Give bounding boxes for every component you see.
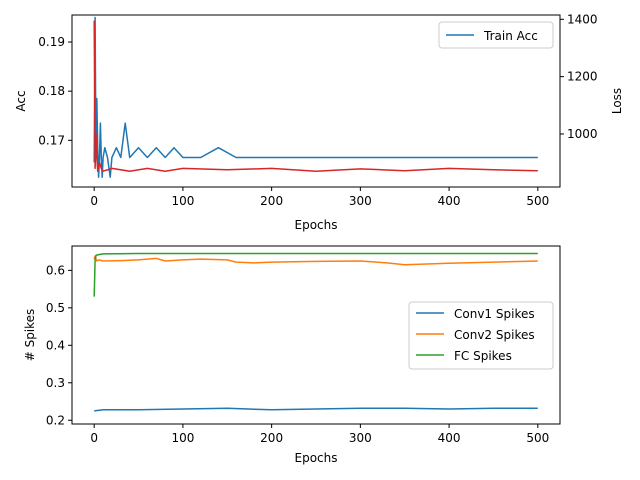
x-tick-label: 100 [171, 431, 194, 445]
y-tick-label: 0.19 [38, 35, 65, 49]
accuracy-loss-legend-box [438, 21, 554, 49]
accuracy-loss-series-layer [93, 16, 538, 178]
spikes-legend: Conv1 Spikes Conv2 Spikes FC Spikes [408, 301, 554, 370]
accuracy-loss-y-ticks: 0.17 0.18 0.19 [38, 35, 72, 147]
y-tick-label: 0.5 [46, 301, 65, 315]
x-tick-label: 400 [438, 431, 461, 445]
x-tick-label: 0 [90, 431, 98, 445]
x-tick-label: 500 [526, 194, 549, 208]
y-tick-label: 0.17 [38, 133, 65, 147]
series-line-conv2-spikes [93, 255, 538, 266]
series-line-train-acc [93, 16, 538, 178]
accuracy-loss-chart: 0 100 200 300 400 500 0.17 0.18 0.19 1000 1200 14… [14, 12, 624, 232]
legend-label-conv1-spikes: Conv1 Spikes [454, 307, 535, 321]
spikes-x-axis-label: Epochs [295, 451, 338, 465]
spikes-y-axis-label: # Spikes [23, 309, 37, 362]
accuracy-loss-axes-frame [71, 14, 561, 188]
x-tick-label: 100 [171, 194, 194, 208]
accuracy-loss-y2-ticks: 1000 1200 1400 [560, 12, 598, 141]
spikes-chart: 0 100 200 300 400 500 0.20.30.40.50.6 Epochs … [23, 245, 561, 465]
x-tick-label: 300 [349, 194, 372, 208]
y2-tick-label: 1200 [567, 70, 598, 84]
series-line-fc-spikes [93, 252, 538, 297]
y-tick-label: 0.4 [46, 338, 65, 352]
spikes-axes-frame [71, 245, 561, 425]
y-tick-label: 0.3 [46, 376, 65, 390]
x-tick-label: 500 [526, 431, 549, 445]
spikes-series-layer [93, 252, 538, 412]
accuracy-loss-x-axis-label: Epochs [295, 218, 338, 232]
x-tick-label: 0 [90, 194, 98, 208]
accuracy-loss-y-axis-label: Acc [14, 90, 28, 111]
y-tick-label: 0.2 [46, 413, 65, 427]
y-tick-label: 0.18 [38, 84, 65, 98]
x-tick-label: 400 [438, 194, 461, 208]
x-tick-label: 200 [260, 431, 283, 445]
legend-label-conv2-spikes: Conv2 Spikes [454, 328, 535, 342]
legend-label-train-acc: Train Acc [483, 29, 538, 43]
x-tick-label: 300 [349, 431, 372, 445]
legend-label-fc-spikes: FC Spikes [454, 349, 512, 363]
y2-tick-label: 1400 [567, 12, 598, 26]
accuracy-loss-x-ticks: 0 100 200 300 400 500 [90, 187, 549, 208]
accuracy-loss-y2-axis-label: Loss [610, 88, 624, 114]
series-line-conv1-spikes [94, 407, 538, 412]
x-tick-label: 200 [260, 194, 283, 208]
spikes-legend-box [408, 301, 554, 370]
series-line-loss [93, 20, 538, 172]
y2-tick-label: 1000 [567, 127, 598, 141]
spikes-y-ticks: 0.2 0.3 0.4 0.5 0.6 [46, 263, 72, 427]
y-tick-label: 0.6 [46, 263, 65, 277]
accuracy-loss-legend: Train Acc [438, 21, 554, 49]
spikes-x-ticks: 0 100 200 300 400 500 [90, 424, 549, 445]
